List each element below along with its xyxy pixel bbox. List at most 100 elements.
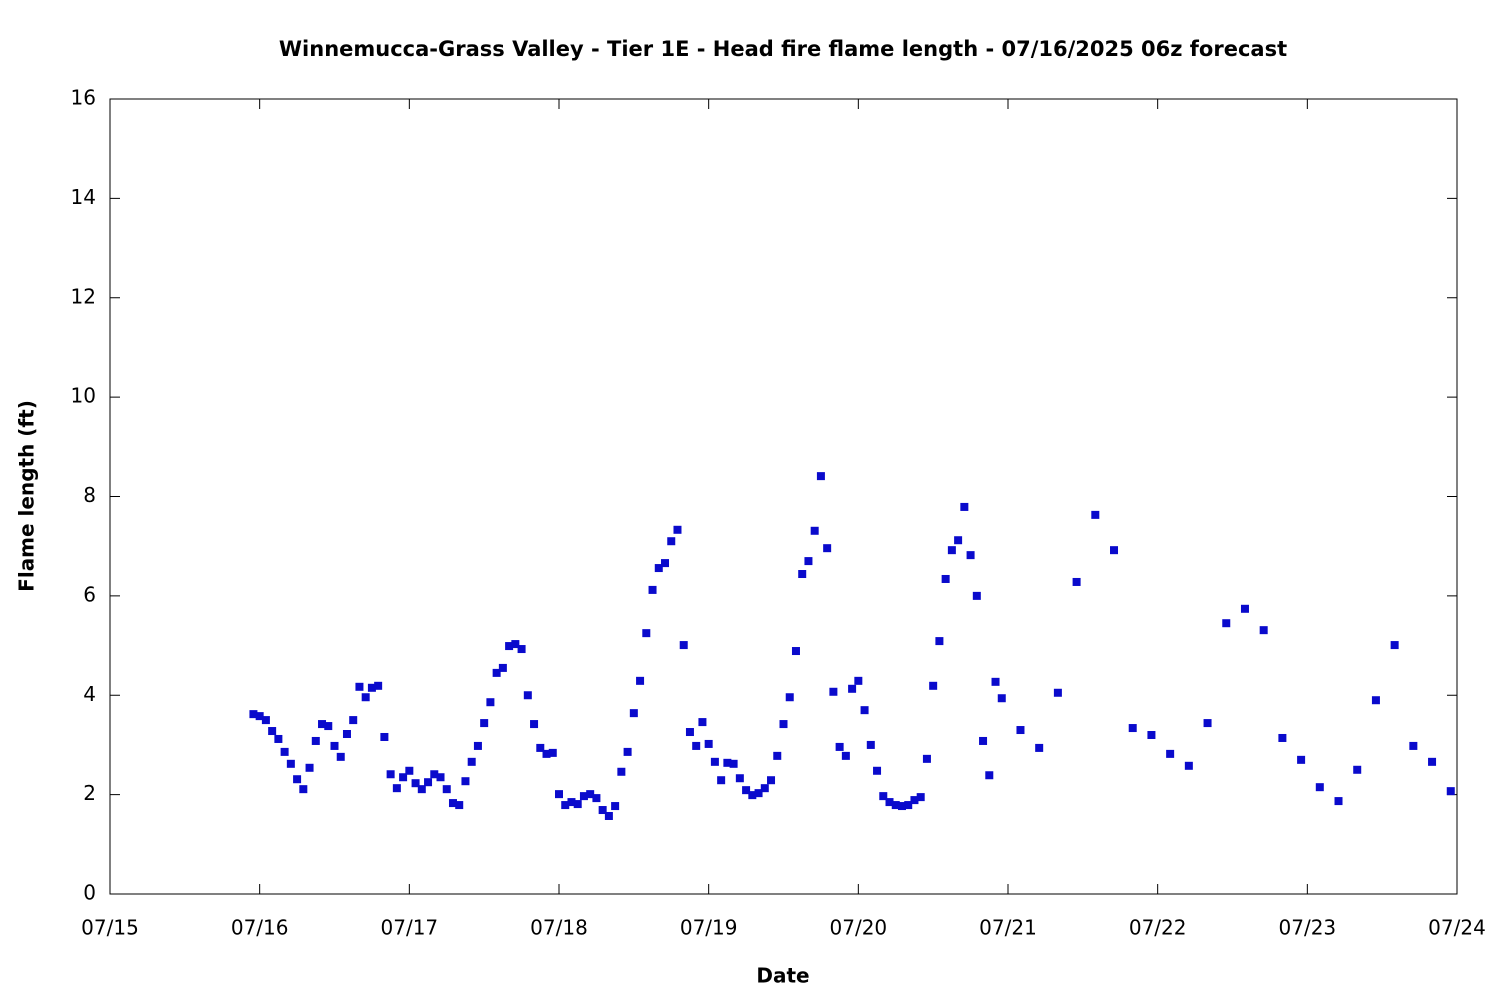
point — [972, 591, 981, 600]
point — [1184, 761, 1193, 770]
point — [1428, 757, 1437, 766]
point — [399, 773, 408, 782]
y-tick-label: 16 — [71, 86, 96, 110]
point — [548, 748, 557, 757]
point — [979, 736, 988, 745]
point — [673, 525, 682, 534]
point — [1147, 731, 1156, 739]
point — [1334, 797, 1343, 806]
point — [293, 775, 302, 784]
y-tick-label: 6 — [83, 582, 96, 606]
point — [1016, 726, 1025, 735]
point — [324, 722, 333, 731]
point — [604, 811, 613, 820]
point — [835, 742, 844, 751]
point — [492, 668, 501, 677]
point — [349, 716, 358, 725]
point — [623, 747, 632, 756]
point — [767, 776, 776, 785]
point — [336, 752, 345, 761]
y-tick-label: 4 — [83, 682, 96, 706]
point — [729, 759, 738, 768]
point — [1053, 688, 1062, 697]
point — [854, 676, 863, 685]
point — [866, 740, 875, 749]
y-tick-label: 2 — [83, 781, 96, 805]
point — [1110, 546, 1119, 555]
point — [579, 792, 588, 801]
x-axis-label: Date — [756, 964, 809, 988]
point — [735, 774, 744, 783]
point — [280, 747, 289, 756]
point — [1315, 783, 1324, 792]
point — [642, 629, 651, 638]
point — [760, 784, 769, 793]
point — [941, 574, 950, 583]
point — [386, 770, 395, 779]
point — [985, 771, 994, 780]
point — [430, 770, 439, 779]
point — [742, 786, 751, 795]
point — [342, 730, 351, 739]
point — [704, 739, 713, 748]
point — [791, 647, 800, 656]
point — [461, 777, 470, 786]
point — [661, 559, 670, 568]
point — [1371, 696, 1380, 705]
point — [255, 712, 264, 721]
point — [1278, 733, 1287, 742]
x-tick-label: 07/22 — [1129, 916, 1187, 940]
point — [954, 536, 963, 545]
point — [555, 790, 563, 799]
point — [667, 537, 676, 546]
point — [1166, 749, 1175, 758]
point — [935, 637, 944, 646]
x-tick-label: 07/20 — [830, 916, 888, 940]
x-tick-label: 07/16 — [231, 916, 289, 940]
point — [405, 766, 414, 775]
plot-frame — [109, 98, 1458, 895]
point — [380, 732, 389, 741]
point — [816, 472, 825, 481]
point — [467, 757, 476, 766]
x-tick-label: 07/19 — [680, 916, 738, 940]
point — [268, 727, 277, 736]
y-tick-label: 0 — [83, 881, 96, 905]
point — [530, 720, 539, 729]
point — [1409, 741, 1418, 750]
point — [773, 751, 782, 760]
point — [947, 546, 956, 555]
point — [1128, 724, 1137, 733]
point — [1259, 626, 1268, 635]
point — [748, 791, 757, 800]
point — [1035, 743, 1044, 752]
point — [648, 585, 657, 594]
point — [798, 570, 807, 579]
point — [573, 800, 582, 809]
point — [841, 751, 850, 760]
point — [779, 720, 788, 729]
point — [617, 767, 626, 776]
point — [1091, 510, 1100, 519]
point — [486, 698, 495, 707]
point — [1203, 719, 1212, 728]
point — [561, 801, 570, 810]
point — [424, 778, 433, 787]
point — [654, 564, 663, 573]
point — [698, 718, 707, 727]
point — [785, 693, 794, 702]
point — [922, 754, 931, 763]
point — [511, 640, 520, 649]
point — [1222, 619, 1231, 628]
point — [991, 677, 1000, 686]
point — [754, 789, 763, 798]
x-tick-label: 07/24 — [1428, 916, 1486, 940]
point — [498, 663, 507, 672]
point — [1240, 604, 1249, 613]
point — [966, 551, 975, 560]
y-tick-label: 12 — [71, 284, 96, 308]
point — [311, 736, 320, 745]
point — [417, 785, 426, 794]
point — [611, 802, 620, 811]
